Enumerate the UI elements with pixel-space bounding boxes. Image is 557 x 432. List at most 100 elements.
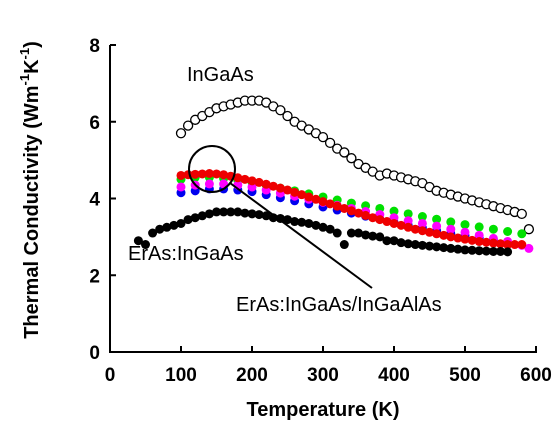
data-point: [204, 179, 214, 189]
data-point: [382, 236, 392, 246]
data-point: [474, 222, 484, 232]
data-point: [446, 243, 456, 253]
data-point: [425, 241, 434, 251]
pointer-arrow-line: [229, 182, 373, 289]
data-point: [460, 234, 470, 244]
data-point: [197, 169, 207, 179]
highlight-circle: [188, 145, 236, 193]
data-point: [175, 128, 187, 139]
data-point: [212, 169, 221, 179]
data-point: [368, 213, 378, 223]
data-point: [304, 218, 314, 228]
data-point: [460, 227, 470, 237]
data-point: [219, 170, 229, 180]
data-point: [324, 137, 336, 149]
data-point: [148, 228, 158, 238]
data-point: [453, 233, 463, 243]
data-point: [247, 209, 257, 219]
data-point: [346, 153, 357, 164]
data-point: [311, 220, 321, 230]
data-point: [361, 210, 371, 220]
data-point: [432, 214, 442, 224]
data-point: [510, 240, 520, 250]
annotation-eras-ingaas-ingaalas: ErAs:InGaAs/InGaAlAs: [236, 294, 442, 316]
data-point: [176, 218, 186, 228]
data-point: [446, 232, 456, 242]
y-axis-title-main: Thermal Conductivity (Wm: [21, 85, 43, 338]
data-point: [176, 170, 186, 180]
data-point: [290, 187, 300, 197]
data-point: [403, 222, 413, 232]
data-point: [275, 183, 285, 193]
y-tick-label: 6: [89, 113, 100, 134]
data-point: [446, 224, 456, 234]
series-4: [176, 169, 527, 250]
data-point: [283, 185, 292, 195]
series-0: [175, 95, 535, 235]
data-point: [417, 212, 427, 222]
data-point: [282, 110, 293, 122]
data-point: [254, 210, 264, 220]
data-point: [410, 224, 420, 234]
x-tick-label: 500: [449, 365, 481, 386]
data-point: [439, 230, 449, 240]
data-point: [219, 207, 229, 217]
data-point: [488, 224, 498, 234]
data-point: [339, 203, 349, 213]
data-point: [354, 228, 363, 238]
y-tick-label: 0: [89, 343, 100, 364]
data-point: [325, 224, 335, 234]
data-point: [275, 105, 286, 116]
data-point: [389, 218, 399, 228]
data-point: [204, 169, 214, 179]
data-point: [396, 238, 406, 248]
data-point: [183, 215, 193, 225]
data-point: [212, 207, 221, 217]
x-axis-title: Temperature (K): [247, 399, 400, 421]
data-point: [446, 217, 456, 227]
data-point: [261, 211, 271, 221]
data-point: [460, 245, 470, 255]
data-point: [290, 217, 300, 227]
y-axis-title-text: Thermal Conductivity (Wm-1K-1): [17, 41, 43, 339]
data-point: [226, 207, 236, 217]
data-point: [389, 236, 399, 246]
data-point: [361, 230, 371, 240]
data-point: [524, 243, 534, 253]
data-point: [268, 181, 278, 191]
data-point: [474, 246, 484, 256]
data-point: [346, 228, 356, 238]
data-point: [318, 222, 328, 232]
data-point: [141, 240, 150, 250]
data-point: [417, 218, 427, 228]
data-point: [432, 229, 442, 239]
data-point: [297, 190, 307, 200]
data-point: [517, 240, 527, 250]
x-tick-label: 400: [378, 365, 410, 386]
data-point: [488, 238, 498, 248]
y-axis-title-exp2: -1: [17, 48, 32, 60]
data-point: [254, 177, 264, 187]
data-point: [247, 176, 257, 186]
x-tick-label: 600: [520, 365, 552, 386]
data-point: [396, 220, 406, 230]
data-point: [317, 131, 329, 143]
data-point: [417, 226, 427, 236]
data-point: [403, 239, 413, 249]
data-point: [403, 209, 413, 219]
data-point: [467, 235, 477, 245]
data-point: [332, 201, 342, 211]
data-point: [233, 207, 243, 217]
data-point: [304, 192, 314, 202]
y-axis-title: Thermal Conductivity (Wm-1K-1): [17, 41, 43, 339]
data-point: [517, 229, 527, 239]
data-point: [240, 174, 250, 184]
data-point: [375, 232, 385, 242]
series-5: [133, 207, 513, 257]
data-point: [240, 208, 250, 218]
ticks: 0 2 4 6 8 0 100 200 300 400 500 600: [89, 36, 551, 386]
data-point: [453, 244, 463, 254]
data-point: [389, 206, 399, 216]
y-tick-label: 8: [89, 36, 100, 57]
data-point: [261, 179, 271, 189]
